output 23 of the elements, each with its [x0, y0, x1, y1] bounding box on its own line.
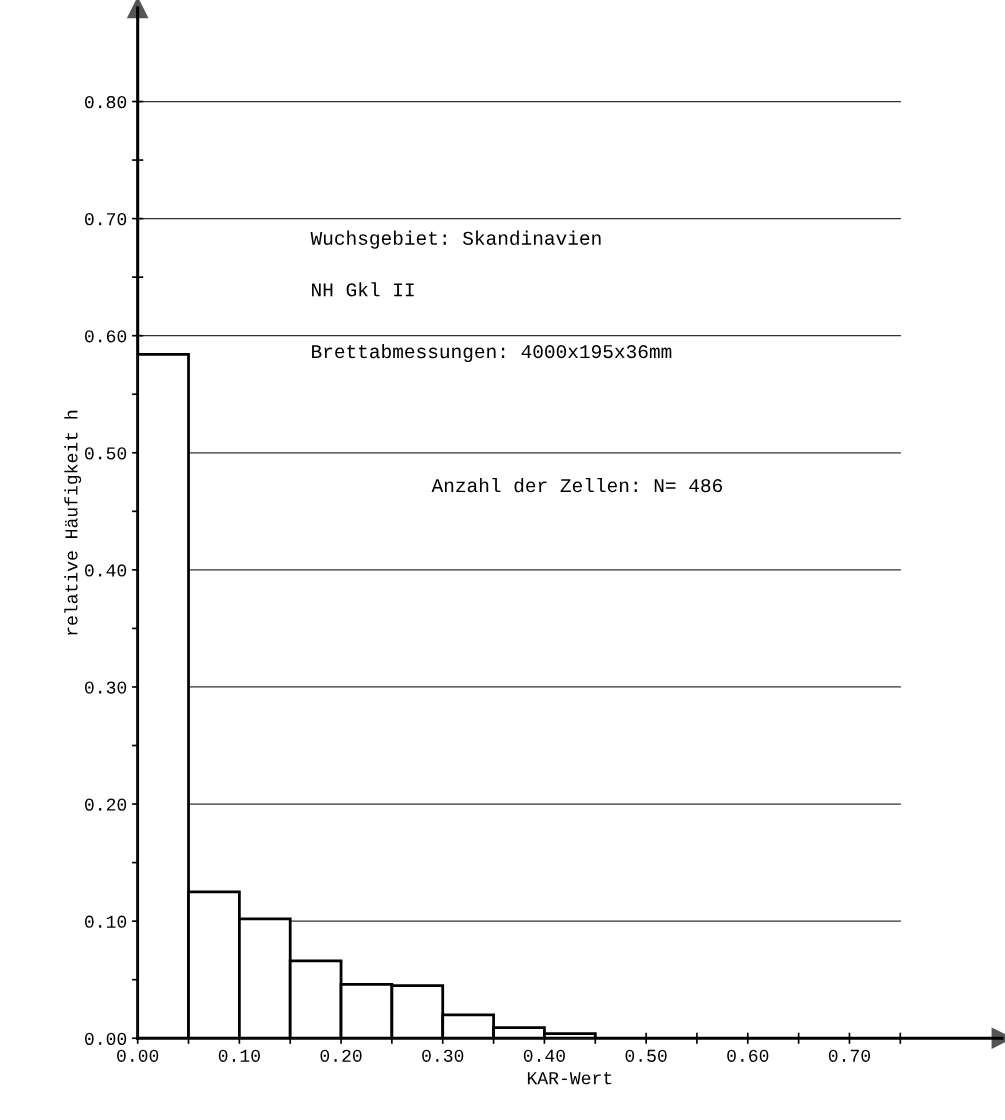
y-axis-title: relative Häufigkeit h: [64, 410, 82, 635]
x-tick-label: 0.00: [117, 1049, 159, 1062]
y-tick-label: 0.00: [85, 1032, 127, 1045]
x-tick-label: 0.50: [625, 1049, 667, 1062]
x-axis-title: KAR-Wert: [527, 1072, 612, 1085]
y-tick-label: 0.70: [85, 213, 127, 226]
x-tick-label: 0.10: [218, 1049, 260, 1062]
y-tick-label: 0.10: [85, 915, 127, 928]
x-tick-label: 0.30: [422, 1049, 464, 1062]
y-tick-label: 0.50: [85, 447, 127, 460]
x-tick-label: 0.70: [828, 1049, 871, 1062]
y-tick-label: 0.60: [85, 330, 127, 343]
annotation: Brettabmessungen: 4000x195x36mm: [312, 343, 672, 363]
y-tick-label: 0.80: [85, 95, 127, 109]
annotation: Anzahl der Zellen: N= 486: [431, 477, 722, 493]
y-tick-label: 0.40: [85, 564, 127, 577]
y-tick-label: 0.30: [85, 681, 127, 694]
x-tick-label: 0.40: [523, 1049, 565, 1062]
y-tick-label: 0.20: [85, 798, 127, 811]
annotation: NH Gkl II: [312, 282, 414, 297]
x-tick-label: 0.60: [727, 1049, 769, 1062]
x-tick-label: 0.20: [320, 1049, 362, 1062]
annotation: Wuchsgebiet: Skandinavien: [310, 230, 601, 249]
